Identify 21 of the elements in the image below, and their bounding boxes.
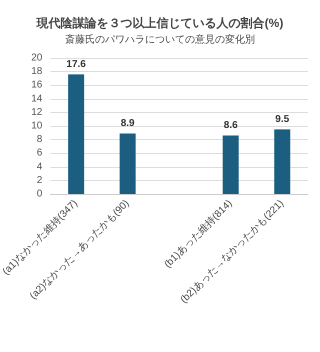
- y-tick-label: 20: [31, 52, 43, 64]
- y-tick-label: 0: [36, 188, 43, 200]
- data-label: 8.6: [224, 120, 238, 132]
- bar: [274, 129, 290, 194]
- y-tick-label: 8: [36, 134, 43, 146]
- y-tick-label: 6: [36, 148, 43, 159]
- data-label: 9.5: [275, 114, 290, 125]
- bar: [68, 74, 84, 194]
- data-label: 8.9: [120, 118, 136, 129]
- y-tick-label: 18: [31, 66, 43, 78]
- y-tick-label: 12: [31, 106, 43, 118]
- bar: [222, 136, 239, 194]
- chart-title: 現代陰謀論を３つ以上信じている人の割合(%): [36, 16, 284, 30]
- chart-subtitle: 斎藤氏のパワハラについての意見の変化別: [65, 34, 255, 46]
- y-tick-label: 4: [36, 161, 43, 172]
- y-tick-label: 16: [31, 80, 43, 91]
- y-tick-label: 10: [31, 120, 43, 132]
- data-label: 17.6: [66, 58, 86, 70]
- y-tick-label: 2: [36, 174, 43, 186]
- bar: [120, 133, 136, 194]
- y-tick-label: 14: [31, 93, 43, 104]
